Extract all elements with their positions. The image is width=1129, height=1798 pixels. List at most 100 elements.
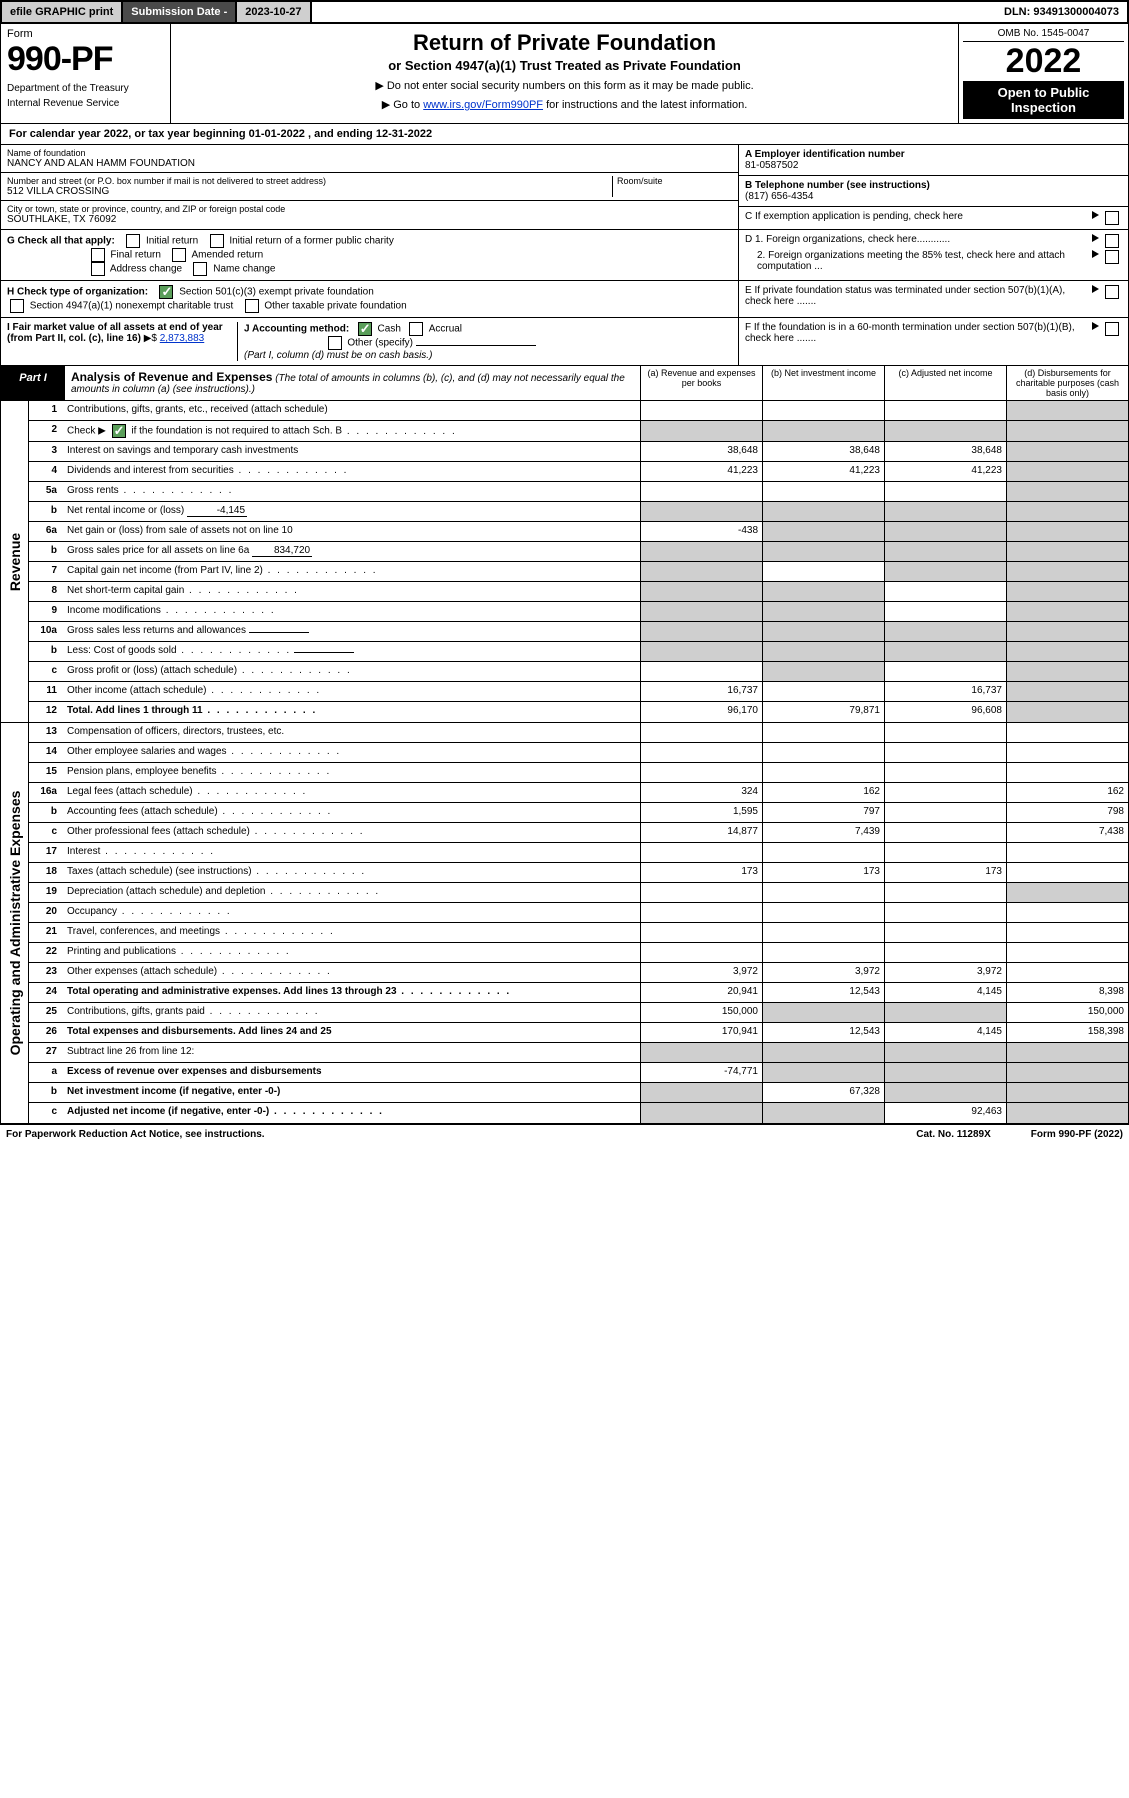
f-checkbox[interactable]: [1105, 322, 1119, 336]
j-cash-checkbox[interactable]: [358, 322, 372, 336]
r6b-b: [762, 542, 884, 561]
r11-desc: Other income (attach schedule): [63, 682, 640, 701]
r6a-desc: Net gain or (loss) from sale of assets n…: [63, 522, 640, 541]
r16b-num: b: [29, 803, 63, 822]
calendar-year-row: For calendar year 2022, or tax year begi…: [0, 124, 1129, 145]
r18-a: 173: [640, 863, 762, 882]
r2-num: 2: [29, 421, 63, 441]
d2-checkbox[interactable]: [1105, 250, 1119, 264]
part1-header: Part I Analysis of Revenue and Expenses …: [0, 366, 1129, 401]
r13-d: [1006, 723, 1128, 742]
r19-c: [884, 883, 1006, 902]
row-15: 15Pension plans, employee benefits: [29, 763, 1128, 783]
city-cell: City or town, state or province, country…: [1, 201, 738, 228]
r25-c: [884, 1003, 1006, 1022]
j-other-checkbox[interactable]: [328, 336, 342, 350]
expenses-rows: 13Compensation of officers, directors, t…: [29, 723, 1128, 1123]
r2-b: [762, 421, 884, 441]
r18-d: [1006, 863, 1128, 882]
expenses-vert-label: Operating and Administrative Expenses: [1, 723, 29, 1123]
r27b-b: 67,328: [762, 1083, 884, 1102]
r11-c: 16,737: [884, 682, 1006, 701]
r15-a: [640, 763, 762, 782]
e-checkbox[interactable]: [1105, 285, 1119, 299]
r5a-c: [884, 482, 1006, 501]
g-opt1: Initial return: [146, 236, 198, 247]
r27c-c: 92,463: [884, 1103, 1006, 1123]
row-22: 22Printing and publications: [29, 943, 1128, 963]
g-amended-checkbox[interactable]: [172, 248, 186, 262]
r27-c: [884, 1043, 1006, 1062]
r13-num: 13: [29, 723, 63, 742]
r25-d: 150,000: [1006, 1003, 1128, 1022]
r18-c: 173: [884, 863, 1006, 882]
r25-num: 25: [29, 1003, 63, 1022]
revenue-rows: 1Contributions, gifts, grants, etc., rec…: [29, 401, 1128, 722]
open-to-public: Open to Public Inspection: [963, 81, 1124, 119]
r14-d: [1006, 743, 1128, 762]
h-e-row: H Check type of organization: Section 50…: [0, 281, 1129, 318]
h-501c3-checkbox[interactable]: [159, 285, 173, 299]
r6b-a: [640, 542, 762, 561]
row-18: 18Taxes (attach schedule) (see instructi…: [29, 863, 1128, 883]
g-name-checkbox[interactable]: [193, 262, 207, 276]
city-label: City or town, state or province, country…: [7, 204, 732, 214]
r27b-c: [884, 1083, 1006, 1102]
j-accrual-checkbox[interactable]: [409, 322, 423, 336]
r16a-b: 162: [762, 783, 884, 802]
r8-c: [884, 582, 1006, 601]
r10b-d: [1006, 642, 1128, 661]
r6b-c: [884, 542, 1006, 561]
d1-checkbox[interactable]: [1105, 234, 1119, 248]
room-label: Room/suite: [617, 176, 732, 186]
r10b-c: [884, 642, 1006, 661]
d2-label: 2. Foreign organizations meeting the 85%…: [745, 250, 1092, 272]
r6a-c: [884, 522, 1006, 541]
part1-desc: Analysis of Revenue and Expenses (The to…: [65, 366, 640, 400]
form-header: Form 990-PF Department of the Treasury I…: [0, 24, 1129, 124]
r1-num: 1: [29, 401, 63, 420]
omb-number: OMB No. 1545-0047: [963, 28, 1124, 42]
calyear-begin: 01-01-2022: [249, 128, 305, 140]
note2-pre: ▶ Go to: [382, 99, 423, 111]
r5b-c: [884, 502, 1006, 521]
row-8: 8Net short-term capital gain: [29, 582, 1128, 602]
r10a-num: 10a: [29, 622, 63, 641]
f-section: F If the foundation is in a 60-month ter…: [738, 318, 1128, 365]
r23-d: [1006, 963, 1128, 982]
g-final-checkbox[interactable]: [91, 248, 105, 262]
g-former-checkbox[interactable]: [210, 234, 224, 248]
r4-a: 41,223: [640, 462, 762, 481]
r2-checkbox[interactable]: [112, 424, 126, 438]
r6b-inline: 834,720: [252, 545, 312, 557]
r19-a: [640, 883, 762, 902]
e-section: E If private foundation status was termi…: [738, 281, 1128, 317]
h-other-checkbox[interactable]: [245, 299, 259, 313]
g-address-checkbox[interactable]: [91, 262, 105, 276]
g-initial-checkbox[interactable]: [126, 234, 140, 248]
r4-num: 4: [29, 462, 63, 481]
r2-pre: Check ▶: [67, 426, 109, 437]
row-27a: aExcess of revenue over expenses and dis…: [29, 1063, 1128, 1083]
i-value-link[interactable]: 2,873,883: [160, 333, 205, 344]
j-label: J Accounting method:: [244, 324, 349, 335]
exemption-checkbox[interactable]: [1105, 211, 1119, 225]
r12-desc: Total. Add lines 1 through 11: [63, 702, 640, 722]
r10a-b: [762, 622, 884, 641]
row-5b: bNet rental income or (loss) -4,145: [29, 502, 1128, 522]
row-19: 19Depreciation (attach schedule) and dep…: [29, 883, 1128, 903]
r23-c: 3,972: [884, 963, 1006, 982]
part1-title: Analysis of Revenue and Expenses: [71, 370, 272, 384]
r20-num: 20: [29, 903, 63, 922]
col-c-header: (c) Adjusted net income: [884, 366, 1006, 400]
row-14: 14Other employee salaries and wages: [29, 743, 1128, 763]
r26-c: 4,145: [884, 1023, 1006, 1042]
row-13: 13Compensation of officers, directors, t…: [29, 723, 1128, 743]
efile-print[interactable]: efile GRAPHIC print: [2, 2, 123, 22]
r26-d: 158,398: [1006, 1023, 1128, 1042]
r23-num: 23: [29, 963, 63, 982]
r27-desc: Subtract line 26 from line 12:: [63, 1043, 640, 1062]
h-4947-checkbox[interactable]: [10, 299, 24, 313]
form990pf-link[interactable]: www.irs.gov/Form990PF: [423, 99, 543, 111]
r21-num: 21: [29, 923, 63, 942]
